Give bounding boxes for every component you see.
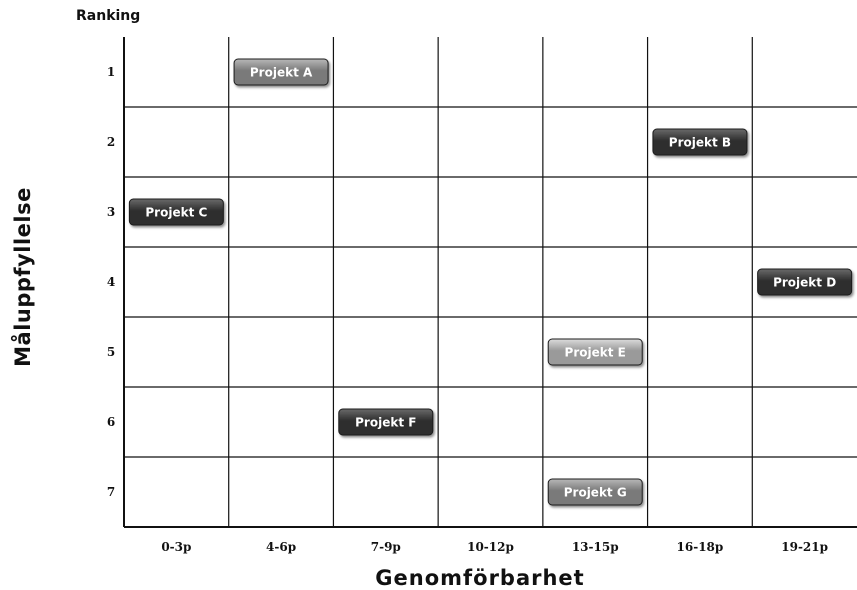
project-badge-label: Projekt F (355, 416, 416, 430)
row-label-6: 6 (107, 415, 115, 429)
column-label: 0-3p (161, 540, 191, 554)
project-badge: Projekt F (338, 408, 434, 436)
row-label-5: 5 (107, 345, 115, 359)
project-badge: Projekt B (652, 128, 748, 156)
column-label: 10-12p (467, 540, 514, 554)
project-badge-box (128, 198, 224, 226)
column-label: 4-6p (266, 540, 296, 554)
project-badge-box (652, 128, 748, 156)
project-badge-label: Projekt E (565, 346, 626, 360)
row-label-2: 2 (107, 135, 115, 149)
project-badge: Projekt D (757, 268, 853, 296)
project-badge-box (757, 268, 853, 296)
project-badge: Projekt C (128, 198, 224, 226)
project-badge-box (547, 338, 643, 366)
row-label-3: 3 (107, 205, 115, 219)
row-label-4: 4 (107, 275, 115, 289)
column-label: 19-21p (781, 540, 828, 554)
project-badge-label: Projekt D (773, 276, 836, 290)
column-label: 7-9p (371, 540, 401, 554)
x-axis-title: Genomförbarhet (375, 566, 585, 590)
row-label-1: 1 (107, 65, 115, 79)
project-badge-box (338, 408, 434, 436)
project-badge-box (547, 478, 643, 506)
project-badge-label: Projekt C (145, 206, 207, 220)
project-badge-label: Projekt A (250, 66, 313, 80)
ranking-label: Ranking (76, 8, 141, 24)
project-badge: Projekt A (233, 58, 329, 86)
project-badge-label: Projekt B (669, 136, 731, 150)
project-badge: Projekt E (547, 338, 643, 366)
project-badge-label: Projekt G (564, 486, 627, 500)
project-badge: Projekt G (547, 478, 643, 506)
row-label-7: 7 (107, 485, 115, 499)
project-badge-box (233, 58, 329, 86)
column-label: 16-18p (677, 540, 724, 554)
column-label: 13-15p (572, 540, 619, 554)
